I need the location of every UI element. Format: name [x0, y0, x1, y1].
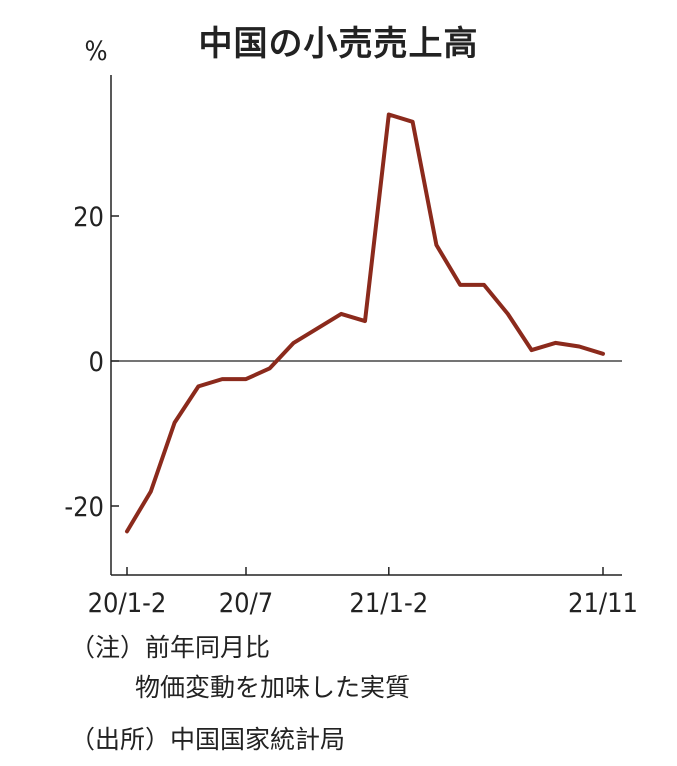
y-tick-label: -20	[64, 492, 104, 523]
note-line-1: （注）前年同月比	[70, 633, 271, 662]
x-tick-label: 20/1-2	[88, 588, 167, 619]
series-line	[125, 112, 605, 534]
x-tick-label: 21/11	[568, 588, 638, 619]
y-tick-label: 0	[89, 347, 104, 378]
source-line: （出所）中国国家統計局	[70, 725, 346, 754]
note-line-2: 物価変動を加味した実質	[135, 673, 411, 702]
chart-axes	[110, 75, 622, 576]
y-unit-label: %	[84, 36, 107, 67]
x-tick-label: 20/7	[219, 588, 274, 619]
chart-labels: -20 0 20% 20/1-2 20/7 21/1-2 21/11	[64, 36, 638, 619]
chart-series	[125, 112, 605, 534]
x-tick-label: 21/1-2	[349, 588, 428, 619]
chart-title: 中国の小売売上高	[198, 24, 479, 64]
y-tick-label: 20	[73, 202, 104, 233]
